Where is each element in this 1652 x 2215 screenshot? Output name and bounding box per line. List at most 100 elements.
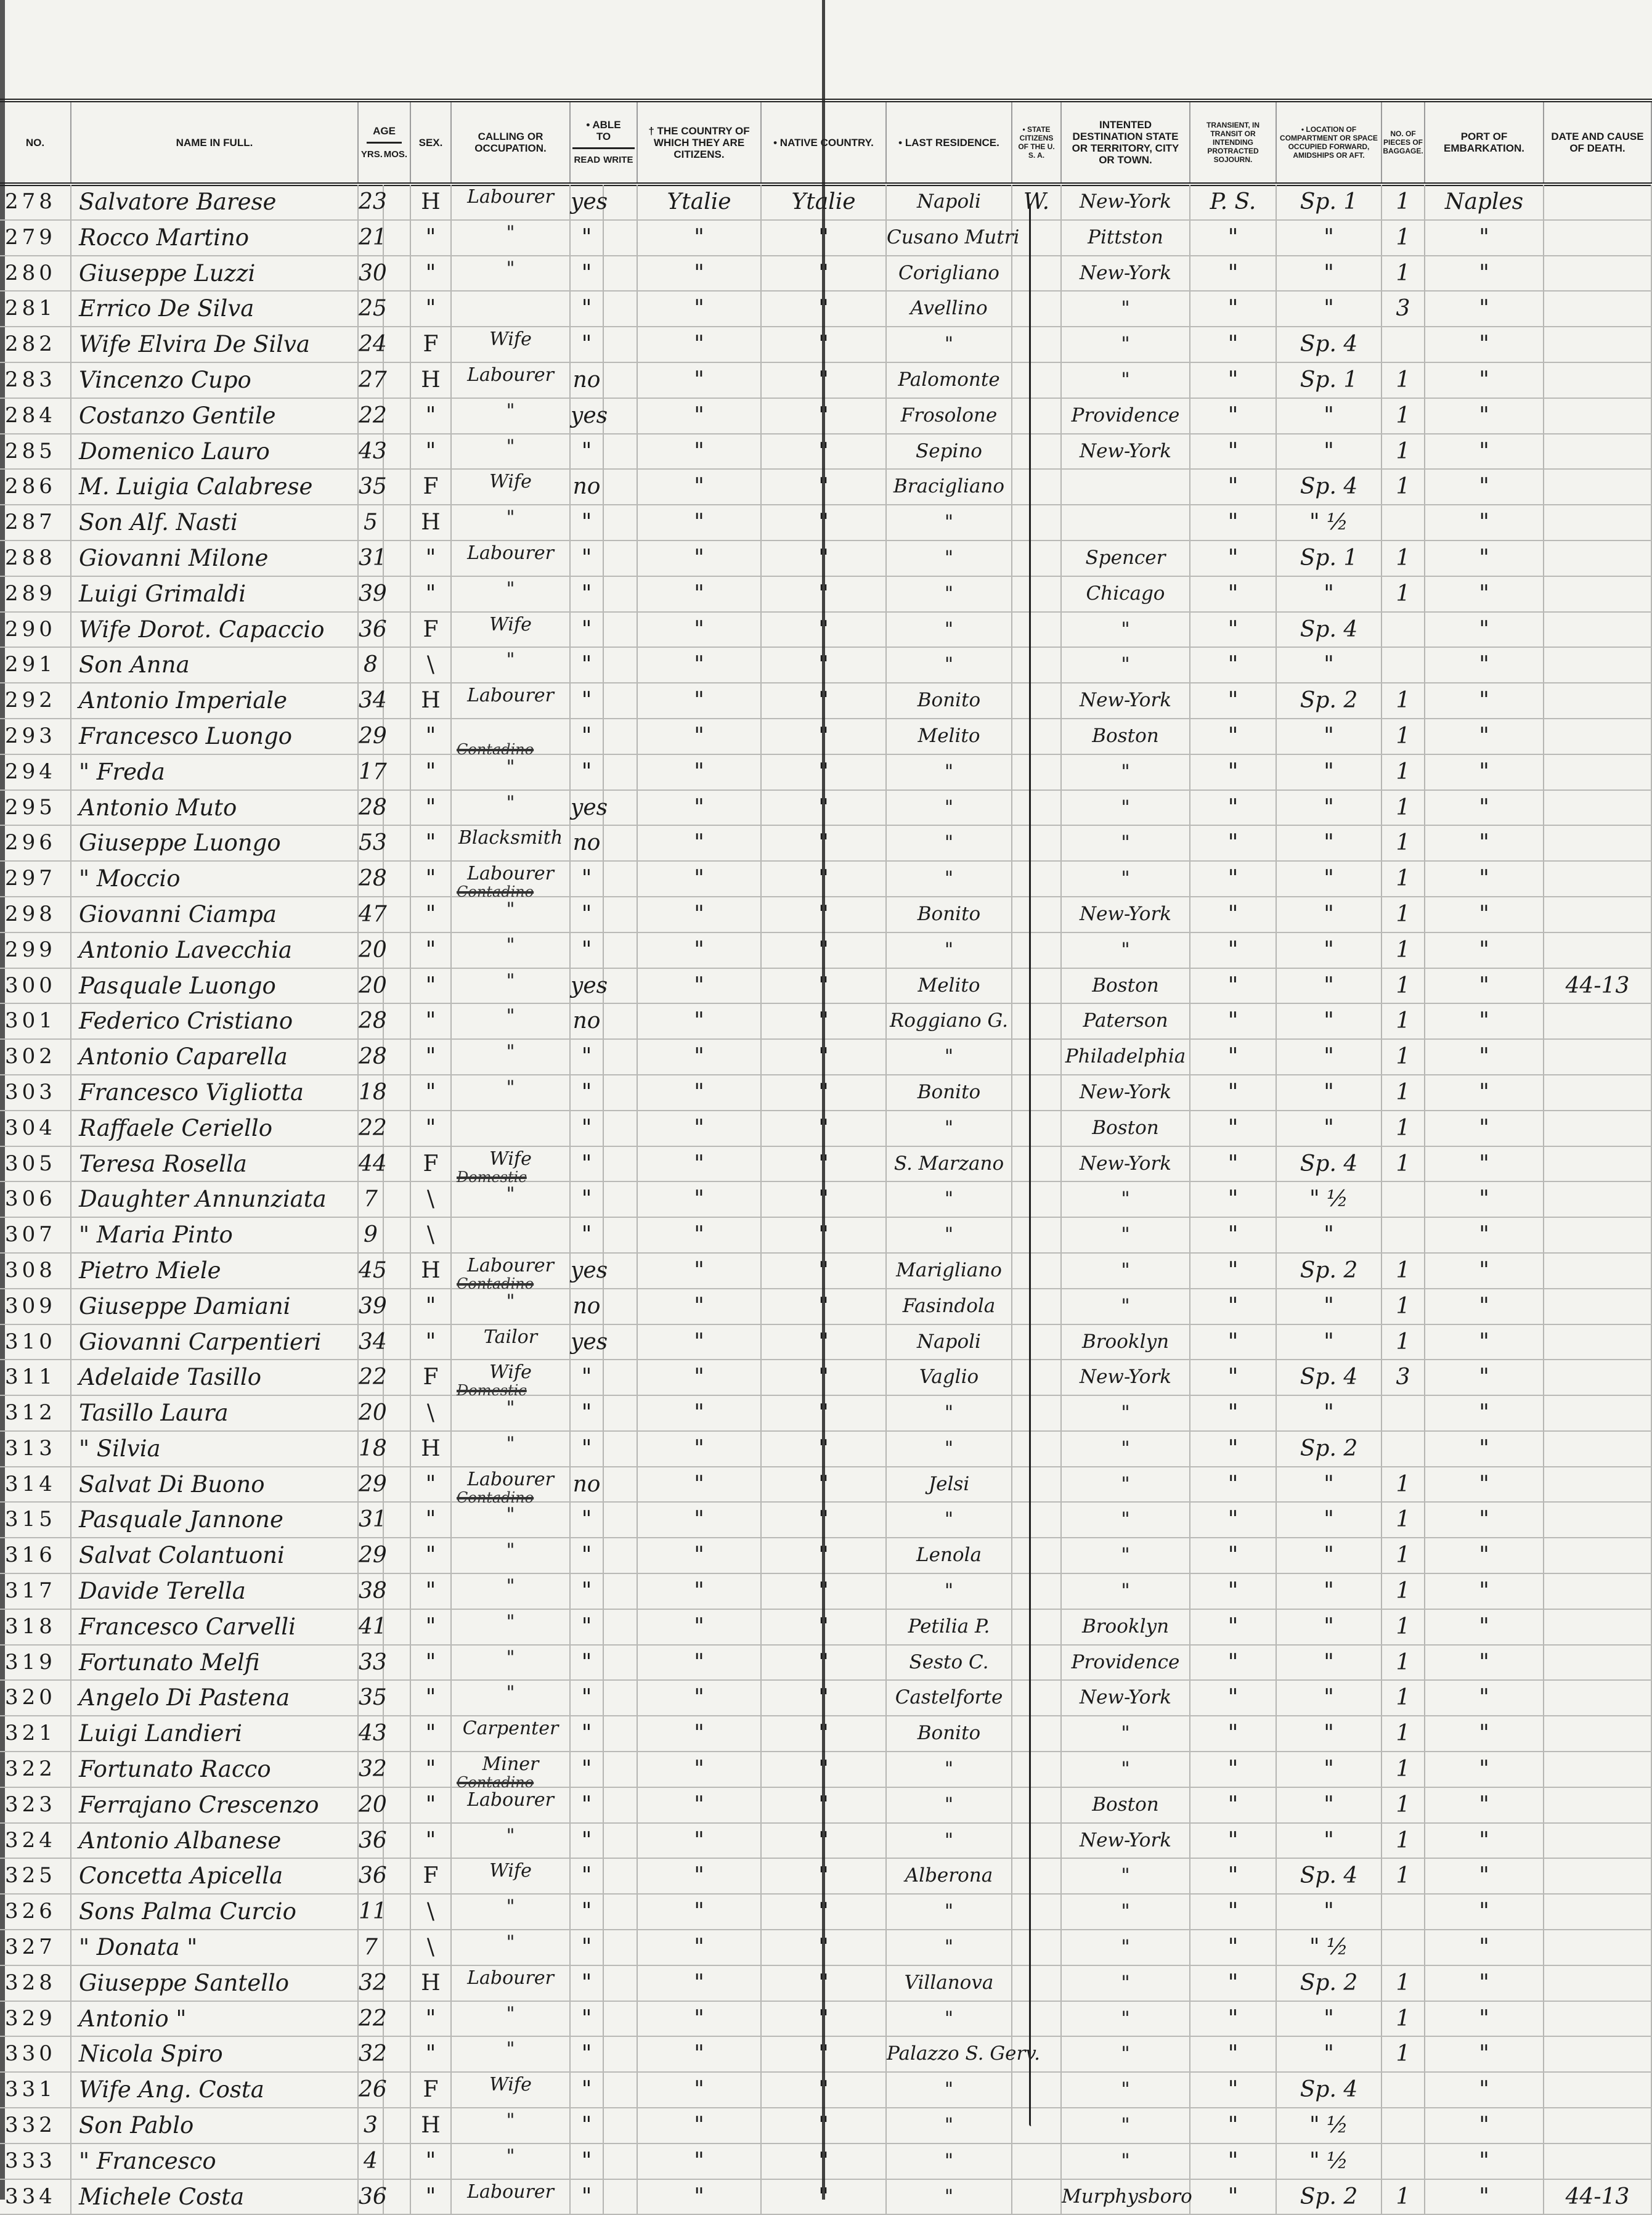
pieces-cell: 1 <box>1382 1681 1425 1716</box>
last-cell: " <box>887 2144 1012 2179</box>
no-cell: 289 <box>0 576 71 611</box>
calling-cell: Wife <box>452 1859 571 1894</box>
last-cell: " <box>887 2001 1012 2036</box>
pieces-cell: 1 <box>1382 1609 1425 1644</box>
empty-cell <box>384 1538 411 1573</box>
last-cell: " <box>887 754 1012 789</box>
sex-cell: " <box>411 1289 452 1324</box>
empty-cell <box>604 576 638 611</box>
port-cell: " <box>1425 932 1544 968</box>
calling-text: Labourer <box>467 364 554 386</box>
yrs-cell: 20 <box>359 1787 387 1822</box>
last-cell: Lenola <box>887 1538 1012 1573</box>
dest-cell: " <box>1062 327 1190 362</box>
pieces-cell <box>1382 612 1425 647</box>
yrs-cell: 17 <box>359 754 387 789</box>
death-cell <box>1544 327 1652 362</box>
empty-cell <box>384 398 411 433</box>
no-cell: 304 <box>0 1111 71 1146</box>
dest-cell: " <box>1062 1895 1190 1930</box>
name-cell: Son Anna <box>71 648 359 683</box>
calling-text: " <box>506 791 515 814</box>
location-cell: " <box>1277 398 1382 433</box>
dest-cell: " <box>1062 826 1190 861</box>
yrs-cell: 38 <box>359 1574 387 1609</box>
last-cell: Castelforte <box>887 1681 1012 1716</box>
yrs-cell: 27 <box>359 362 387 398</box>
no-cell: 287 <box>0 505 71 540</box>
pieces-cell: 1 <box>1382 2037 1425 2072</box>
calling-cell: " <box>452 1503 571 1538</box>
death-cell <box>1544 1111 1652 1146</box>
pieces-cell: 1 <box>1382 185 1425 219</box>
empty-cell <box>604 862 638 896</box>
header-last-residence: • Last Residence. <box>887 102 1012 182</box>
country-cell: " <box>638 1431 762 1466</box>
empty-cell <box>604 1930 638 1965</box>
location-cell: Sp. 2 <box>1277 683 1382 718</box>
sex-cell: " <box>411 292 452 327</box>
pieces-cell: 1 <box>1382 1004 1425 1039</box>
port-cell: " <box>1425 1965 1544 2001</box>
calling-cell: Tailor <box>452 1324 571 1360</box>
port-cell: " <box>1425 1075 1544 1110</box>
pieces-cell: 1 <box>1382 470 1425 505</box>
pieces-cell: 1 <box>1382 362 1425 398</box>
no-cell: 323 <box>0 1787 71 1822</box>
port-cell: " <box>1425 1538 1544 1573</box>
location-cell: " ½ <box>1277 2108 1382 2143</box>
port-cell: " <box>1425 220 1544 255</box>
state-cell <box>1012 862 1062 896</box>
state-cell <box>1012 1360 1062 1395</box>
location-cell: " ½ <box>1277 1930 1382 1965</box>
name-cell: Wife Dorot. Capaccio <box>71 612 359 647</box>
last-cell: Palazzo S. Gerv. <box>887 2037 1040 2072</box>
death-cell <box>1544 1040 1652 1074</box>
pieces-cell: 1 <box>1382 1574 1425 1609</box>
last-cell: " <box>887 2073 1012 2108</box>
pieces-cell: 1 <box>1382 1111 1425 1146</box>
state-cell <box>1012 1503 1062 1538</box>
dest-cell: New-York <box>1062 185 1190 219</box>
transient-cell: " <box>1190 1609 1277 1644</box>
empty-cell <box>604 1823 638 1858</box>
calling-cell: Labourer <box>452 2179 571 2214</box>
name-cell: Wife Elvira De Silva <box>71 327 359 362</box>
transient-cell: " <box>1190 648 1277 683</box>
location-cell: " <box>1277 1218 1382 1252</box>
read-cell: " <box>571 292 604 327</box>
transient-cell: " <box>1190 470 1277 505</box>
header-able-label: • Able to <box>572 119 635 149</box>
empty-cell <box>604 1396 638 1430</box>
empty-cell <box>604 1075 638 1110</box>
sex-cell: " <box>411 968 452 1003</box>
death-cell <box>1544 1681 1652 1716</box>
read-cell: " <box>571 1965 604 2001</box>
empty-cell <box>604 327 638 362</box>
port-cell: " <box>1425 398 1544 433</box>
empty-cell <box>604 2108 638 2143</box>
yrs-cell: 8 <box>359 648 384 683</box>
location-cell: " <box>1277 1681 1382 1716</box>
no-cell: 306 <box>0 1182 71 1217</box>
last-cell: Corigliano <box>887 256 1012 291</box>
empty-cell <box>384 897 411 932</box>
empty-cell <box>384 1396 411 1430</box>
no-cell: 331 <box>0 2073 71 2108</box>
name-cell: Antonio Lavecchia <box>71 932 359 968</box>
country-cell: " <box>638 1182 762 1217</box>
dest-cell <box>1062 470 1190 505</box>
calling-text: Labourer <box>467 2180 554 2203</box>
transient-cell: " <box>1190 2037 1277 2072</box>
pieces-cell: 1 <box>1382 968 1425 1003</box>
empty-cell <box>604 1859 638 1894</box>
death-cell <box>1544 719 1652 754</box>
empty-cell <box>604 470 638 505</box>
